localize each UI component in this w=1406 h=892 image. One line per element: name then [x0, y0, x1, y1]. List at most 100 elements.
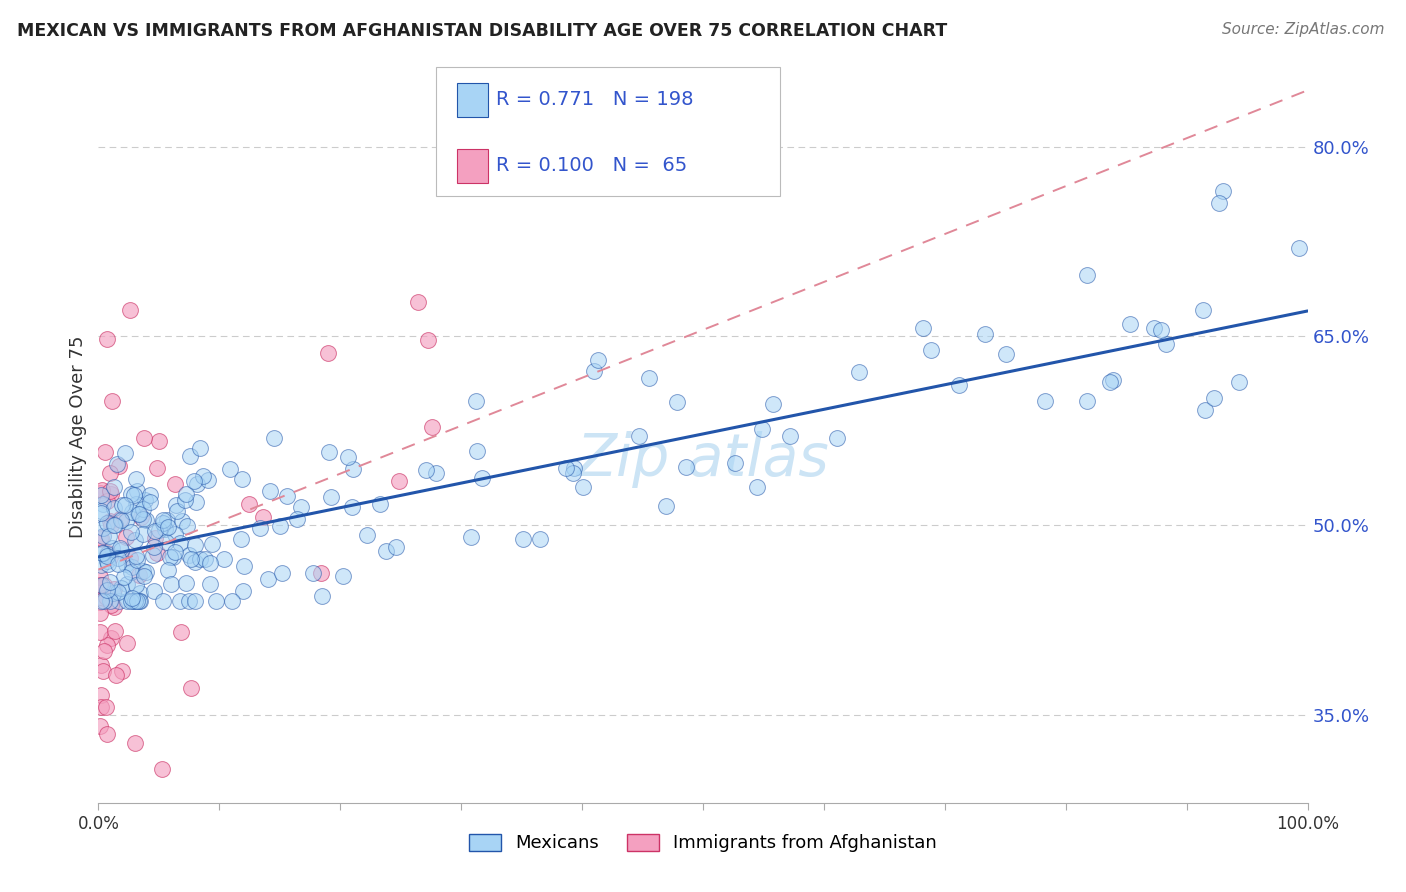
Point	[115, 594, 138, 608]
Point	[374, 544, 396, 558]
Point	[135, 565, 157, 579]
Point	[1288, 241, 1310, 255]
Point	[152, 516, 174, 530]
Point	[125, 549, 148, 563]
Point	[1229, 375, 1251, 389]
Point	[89, 532, 111, 546]
Point	[460, 530, 482, 544]
Point	[96, 582, 118, 597]
Point	[201, 537, 224, 551]
Point	[214, 552, 236, 566]
Point	[90, 506, 112, 520]
Point	[143, 531, 166, 545]
Point	[184, 594, 207, 608]
Point	[124, 736, 146, 750]
Point	[148, 434, 170, 448]
Point	[108, 511, 131, 525]
Point	[1033, 393, 1056, 408]
Point	[229, 533, 252, 547]
Point	[169, 594, 191, 608]
Point	[465, 444, 488, 458]
Point	[93, 594, 115, 608]
Point	[103, 582, 125, 596]
Point	[270, 566, 292, 581]
Point	[96, 554, 118, 568]
Point	[194, 552, 217, 566]
Point	[128, 508, 150, 522]
Point	[91, 591, 114, 605]
Point	[100, 599, 122, 613]
Point	[90, 503, 112, 517]
Point	[117, 636, 139, 650]
Point	[176, 518, 198, 533]
Point	[205, 594, 228, 608]
Point	[177, 548, 200, 562]
Point	[98, 529, 121, 543]
Point	[121, 560, 143, 574]
Point	[188, 441, 211, 455]
Point	[319, 491, 342, 505]
Point	[90, 594, 112, 608]
Point	[259, 484, 281, 499]
Point	[132, 431, 155, 445]
Point	[572, 479, 595, 493]
Point	[98, 574, 121, 589]
Point	[920, 343, 942, 358]
Text: Source: ZipAtlas.com: Source: ZipAtlas.com	[1222, 22, 1385, 37]
Point	[89, 570, 111, 584]
Point	[107, 551, 129, 566]
Point	[90, 688, 112, 702]
Point	[316, 345, 339, 359]
Point	[751, 422, 773, 436]
Point	[1194, 403, 1216, 417]
Point	[588, 353, 610, 368]
Point	[142, 540, 165, 554]
Point	[231, 472, 253, 486]
Point	[125, 472, 148, 486]
Point	[129, 594, 152, 608]
Point	[100, 393, 122, 408]
Point	[114, 445, 136, 459]
Point	[825, 431, 848, 445]
Point	[1076, 394, 1098, 409]
Point	[132, 502, 155, 516]
Point	[290, 500, 312, 515]
Point	[96, 516, 118, 531]
Point	[170, 624, 193, 639]
Point	[150, 762, 173, 776]
Point	[342, 461, 364, 475]
Point	[90, 546, 112, 560]
Point	[100, 518, 122, 533]
Point	[311, 566, 333, 581]
Point	[90, 577, 112, 591]
Point	[1119, 317, 1142, 331]
Point	[139, 494, 162, 508]
Point	[139, 487, 162, 501]
Text: Zip atlas: Zip atlas	[576, 431, 830, 488]
Point	[94, 591, 117, 605]
Point	[110, 513, 132, 527]
Point	[115, 530, 138, 544]
Point	[98, 514, 121, 528]
Point	[152, 594, 174, 608]
Point	[256, 572, 278, 586]
Point	[1212, 184, 1234, 198]
Point	[89, 595, 111, 609]
Point	[221, 594, 243, 608]
Point	[146, 545, 169, 559]
Point	[465, 393, 488, 408]
Point	[111, 499, 134, 513]
Point	[103, 599, 125, 614]
Point	[127, 594, 149, 608]
Point	[91, 546, 114, 560]
Point	[368, 497, 391, 511]
Point	[318, 445, 340, 459]
Point	[94, 445, 117, 459]
Point	[340, 500, 363, 514]
Point	[120, 594, 142, 608]
Point	[198, 577, 221, 591]
Point	[96, 727, 118, 741]
Point	[848, 365, 870, 379]
Point	[132, 564, 155, 578]
Point	[103, 480, 125, 494]
